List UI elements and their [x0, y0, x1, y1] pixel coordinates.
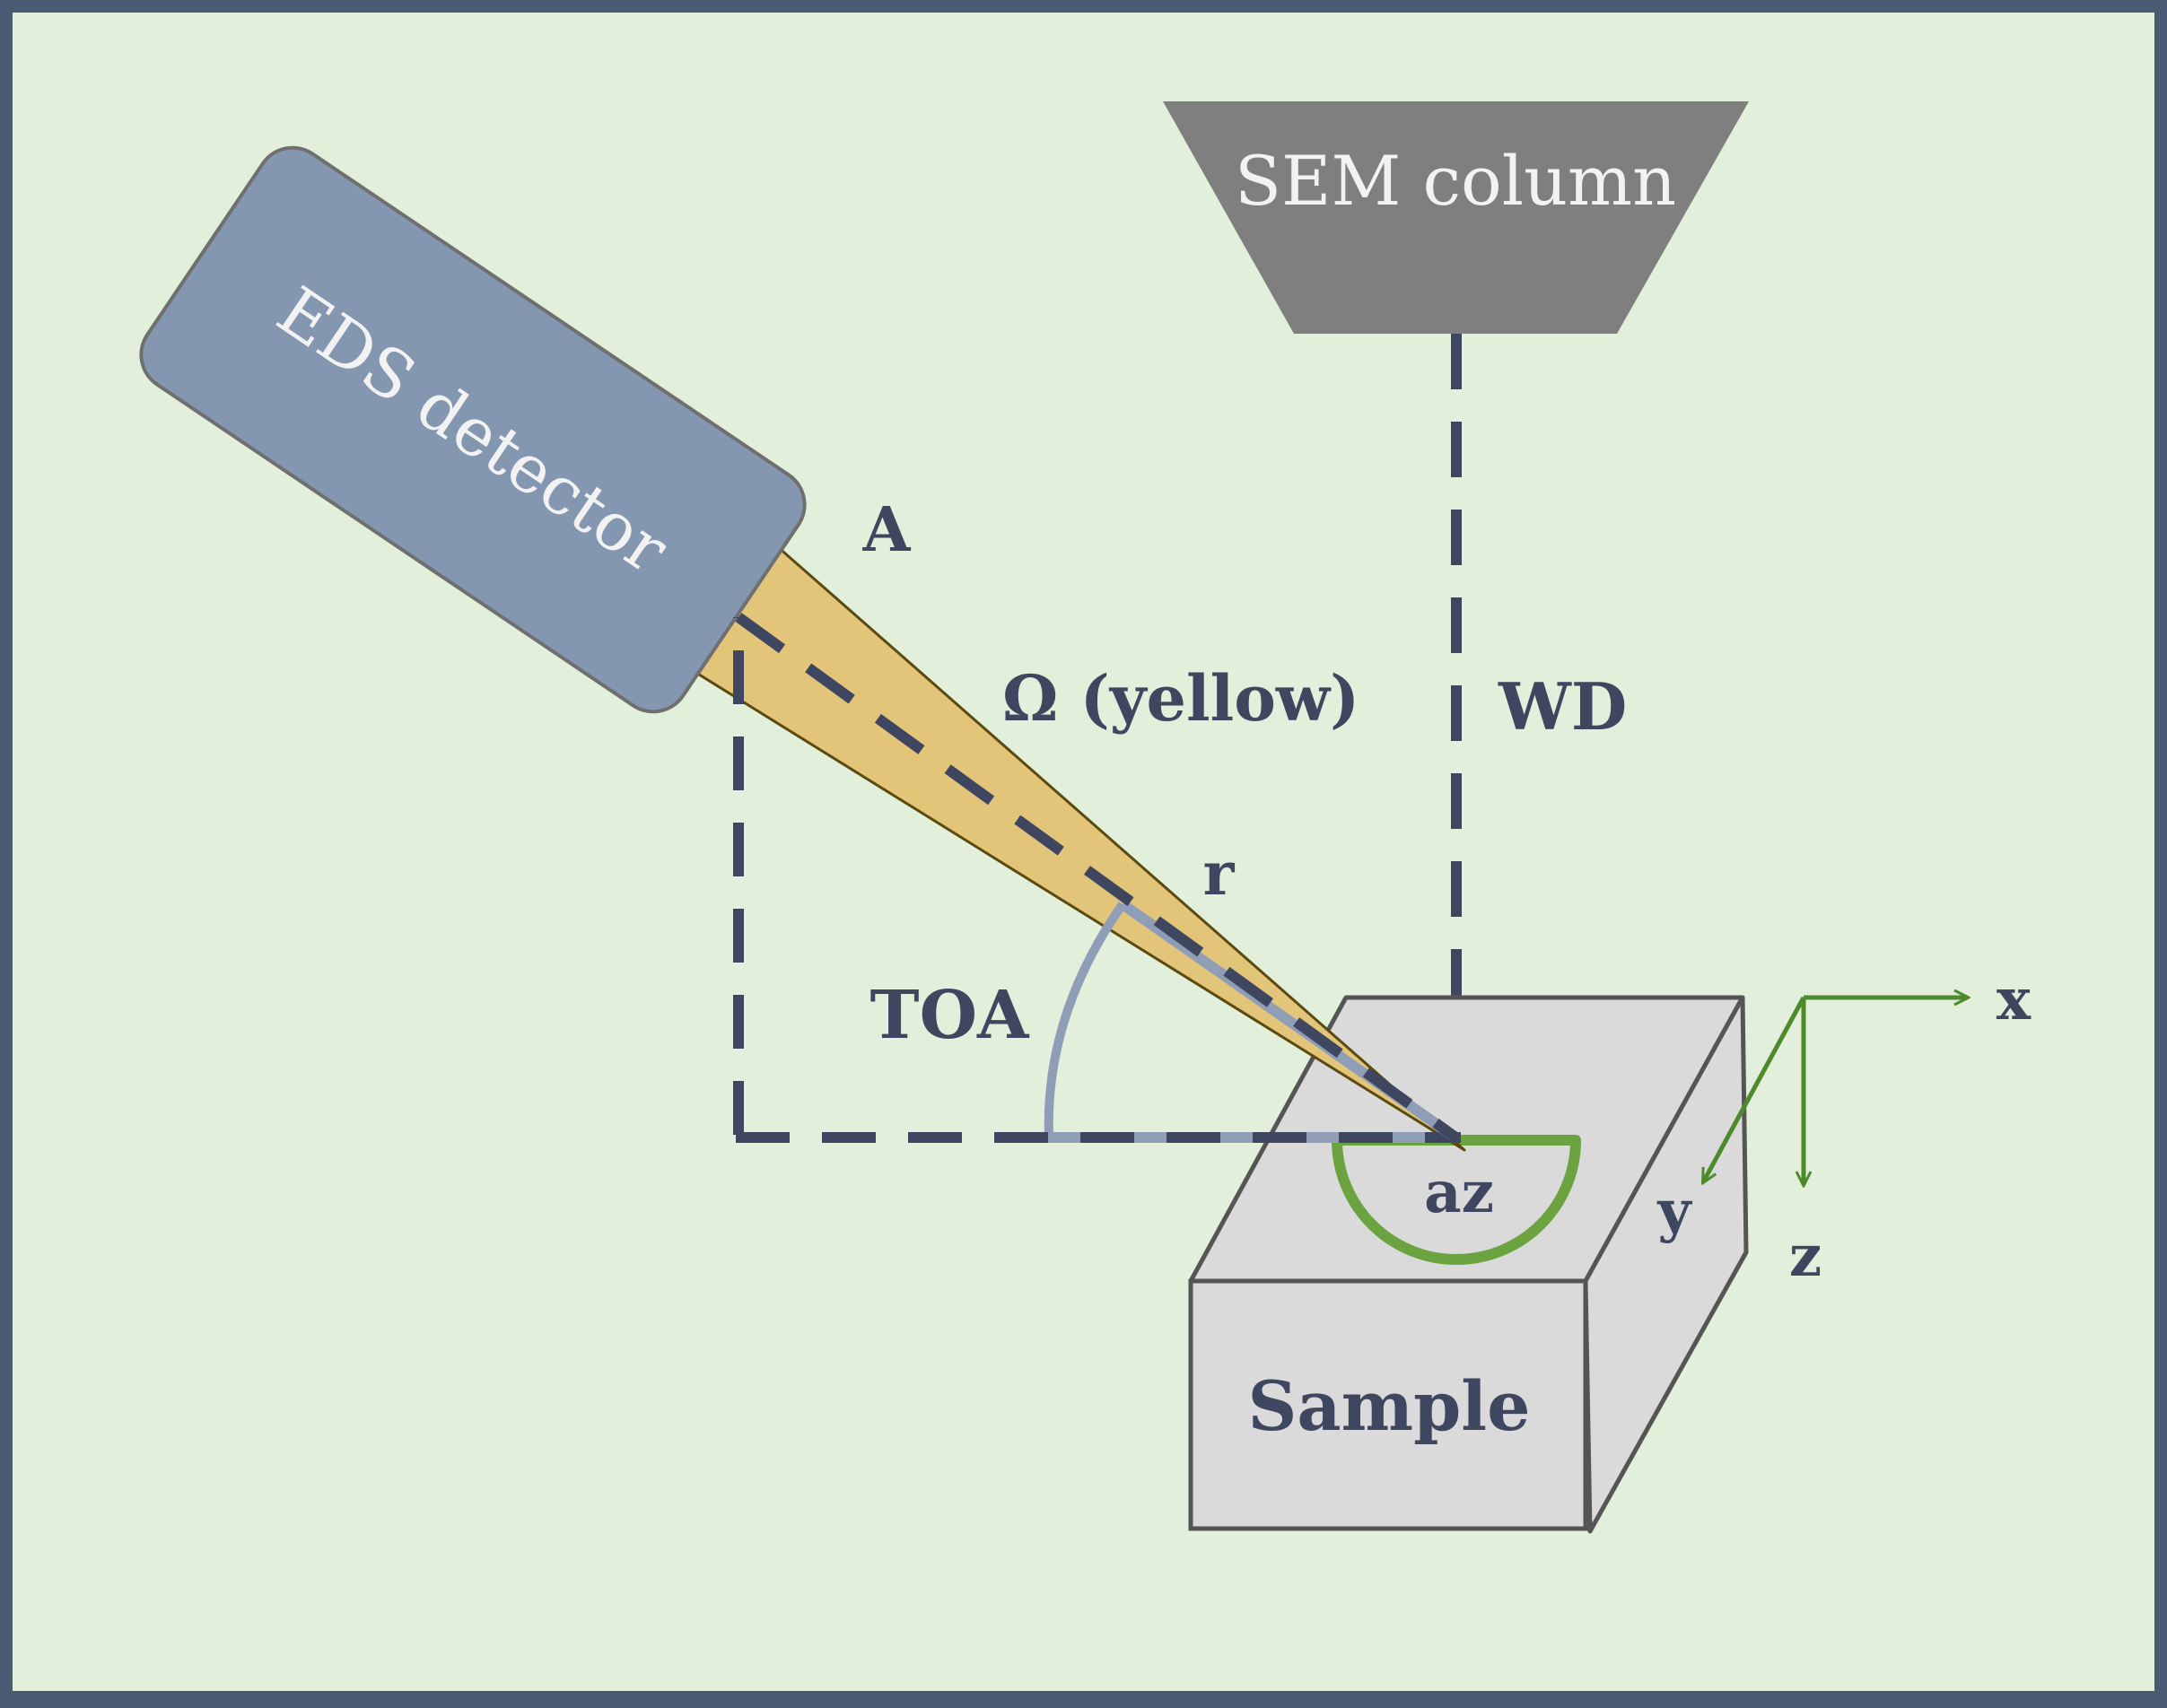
- sample-front-face: [1188, 1278, 1588, 1531]
- sample-label: Sample: [1248, 1366, 1531, 1446]
- az-label: az: [1424, 1159, 1494, 1226]
- sample-side-face: [1583, 995, 1749, 1534]
- y-axis-label: y: [1656, 1178, 1692, 1245]
- r-label: r: [1203, 839, 1236, 909]
- toa-label: TOA: [870, 977, 1031, 1054]
- wd-label: WD: [1498, 668, 1627, 745]
- eds-detector-body: [139, 145, 807, 714]
- sem-column-shape: [1163, 101, 1749, 334]
- point-a-label: A: [862, 494, 912, 566]
- z-axis-label: z: [1789, 1223, 1822, 1290]
- toa-arc: [1044, 902, 1127, 1138]
- azimuth-arc: [1332, 1135, 1581, 1265]
- x-axis-label: x: [1997, 966, 2032, 1033]
- y-axis-arrow: [1700, 996, 1806, 1182]
- sem-column-label: SEM column: [1235, 141, 1676, 221]
- omega-label: Ω (yellow): [1002, 661, 1359, 736]
- takeoff-ray-dashed: [735, 613, 1462, 1144]
